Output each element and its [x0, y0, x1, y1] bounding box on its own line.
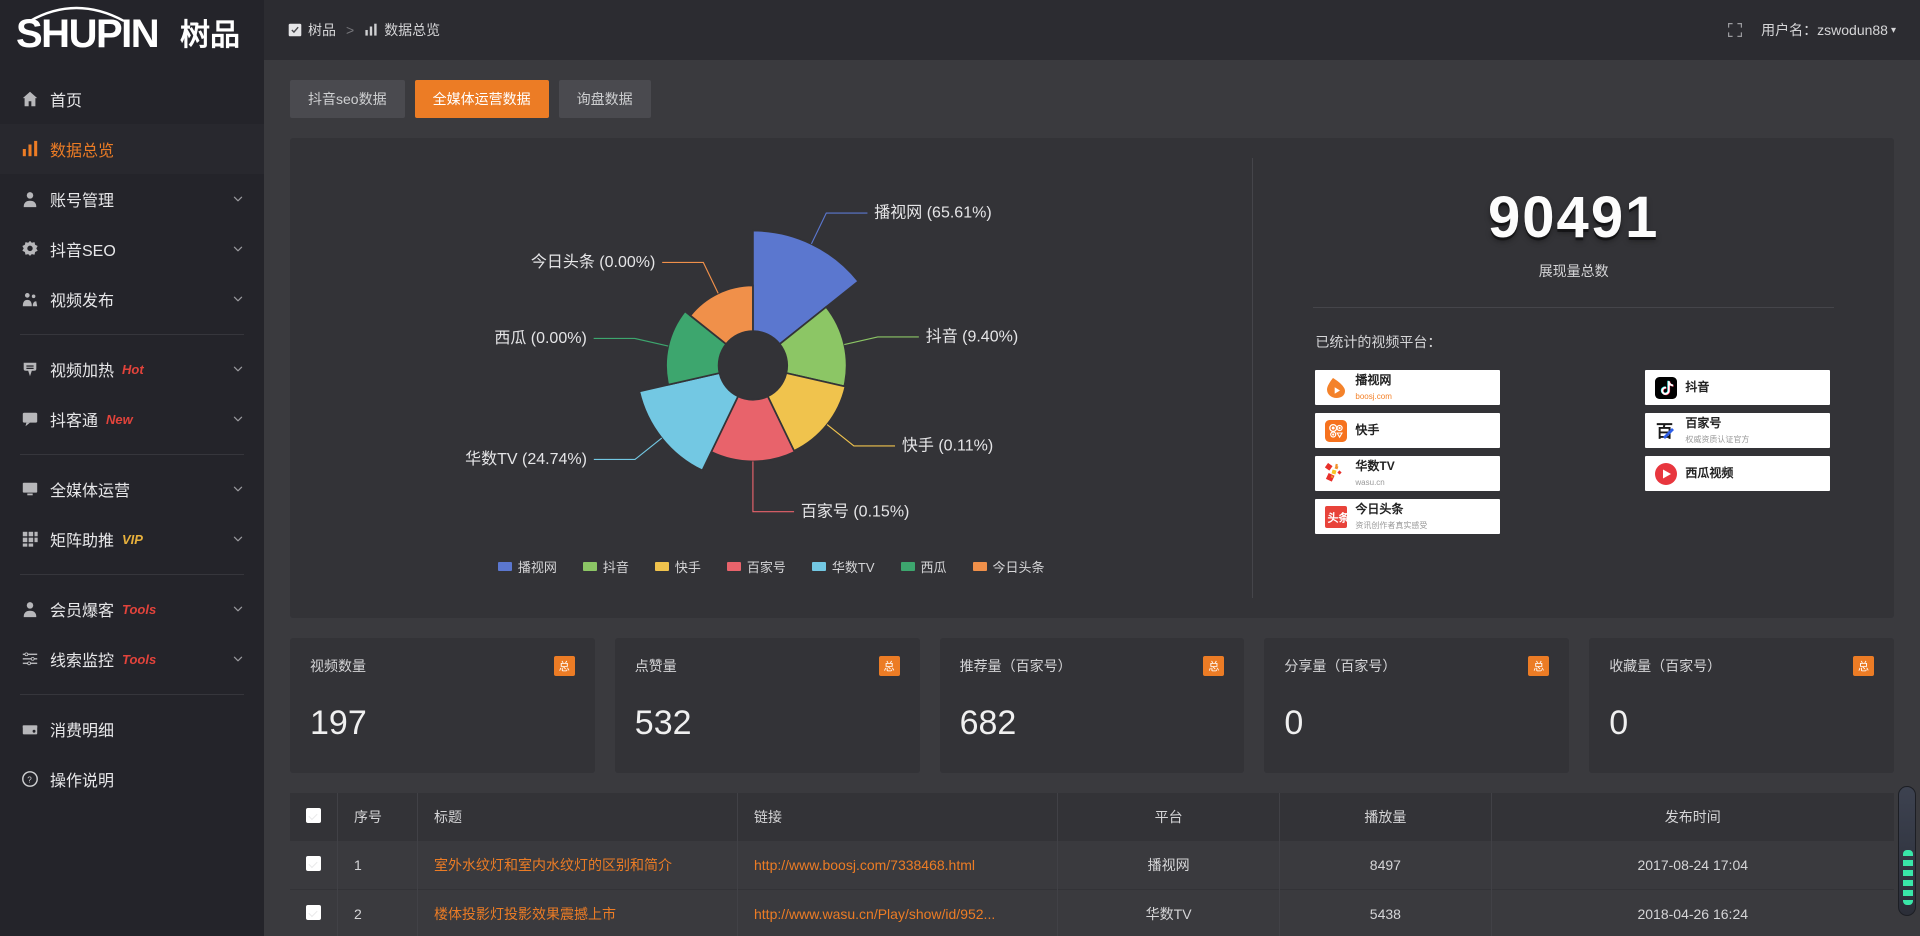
- svg-text:今日头条 (0.00%): 今日头条 (0.00%): [531, 253, 655, 271]
- svg-text:?: ?: [27, 776, 32, 785]
- svg-text:西瓜 (0.00%): 西瓜 (0.00%): [494, 330, 586, 347]
- svg-text:抖音 (9.40%): 抖音 (9.40%): [926, 328, 1018, 346]
- svg-text:快手 (0.11%): 快手 (0.11%): [902, 437, 993, 455]
- svg-text:播视网 (65.61%): 播视网 (65.61%): [874, 204, 991, 222]
- svg-text:头条: 头条: [1328, 510, 1348, 524]
- svg-text:SHUPIN: SHUPIN: [16, 12, 158, 56]
- svg-text:华数TV (24.74%): 华数TV (24.74%): [465, 450, 587, 468]
- svg-text:百家号 (0.15%): 百家号 (0.15%): [801, 502, 909, 520]
- svg-text:树品: 树品: [180, 19, 240, 52]
